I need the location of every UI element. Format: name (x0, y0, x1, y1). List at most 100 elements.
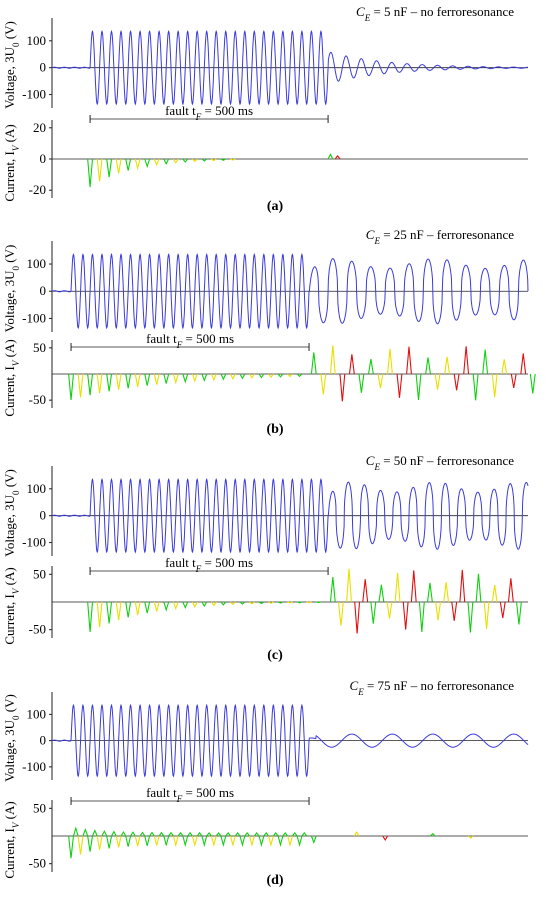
current-spike (210, 835, 217, 848)
current-axis-label-part: Current, I (2, 151, 17, 202)
fault-duration-label: fault tF = 500 ms (165, 103, 253, 122)
current-spike (258, 373, 265, 379)
current-spike (125, 601, 132, 618)
voltage-axis-label-part: (V) (2, 469, 17, 490)
current-axis-label-part: (A) (2, 339, 17, 360)
current-spike (72, 826, 79, 837)
current-spike (229, 373, 236, 380)
fault-duration-label: fault tF = 500 ms (146, 331, 234, 350)
panel-title-part: E (357, 687, 364, 697)
current-spike (115, 373, 122, 390)
current-spike (125, 373, 132, 389)
current-tick-label: 0 (40, 151, 47, 166)
current-spike (268, 835, 274, 847)
current-spike (258, 601, 265, 605)
current-spike (435, 601, 441, 621)
current-spike (192, 158, 198, 163)
voltage-tick-label: -100 (22, 87, 46, 102)
current-spike (499, 601, 506, 619)
voltage-tick-label: 100 (27, 481, 47, 496)
current-spike (172, 373, 179, 385)
voltage-tick-label: 0 (40, 283, 47, 298)
current-spike (463, 346, 470, 375)
panel-title-part: C (366, 227, 375, 242)
current-spike (115, 158, 122, 174)
current-spike (91, 829, 98, 837)
fault-duration-label-part: fault t (165, 555, 196, 570)
voltage-tick-label: -100 (22, 759, 46, 774)
current-spike (153, 158, 160, 167)
current-spike (467, 601, 474, 633)
current-spike (158, 831, 165, 837)
current-axis-label: Current, IV (A) (2, 567, 21, 644)
panel-c: CE = 50 nF – ferroresonance 100 0 -100 50 -50… (2, 453, 529, 663)
current-spike (101, 829, 108, 837)
current-spike (177, 831, 184, 837)
current-spike (182, 158, 189, 163)
current-axis-label-part: (A) (2, 567, 17, 588)
current-spike (253, 831, 260, 837)
current-spike (378, 584, 385, 603)
current-spike (491, 373, 498, 398)
current-spike (168, 831, 174, 837)
current-spike (210, 601, 217, 607)
current-spike (115, 835, 122, 848)
current-spike (153, 835, 160, 846)
fault-duration-label-part: = 500 ms (182, 785, 234, 800)
current-spike (106, 158, 113, 178)
fault-duration-label: fault tF = 500 ms (165, 555, 253, 574)
current-spike (106, 601, 113, 624)
current-spike (483, 601, 490, 629)
current-spike (249, 601, 255, 605)
current-spike (172, 601, 179, 611)
current-spike (443, 582, 450, 603)
voltage-tick-label: 0 (40, 60, 47, 75)
current-spike (201, 601, 208, 608)
current-tick-label: -20 (29, 182, 46, 197)
current-tick-label: 50 (33, 340, 46, 355)
current-spike (106, 373, 113, 392)
panel-title: CE = 50 nF – ferroresonance (366, 453, 514, 472)
current-axis-label-part: Current, I (2, 366, 17, 417)
current-spike (415, 373, 422, 401)
current-spike (153, 373, 160, 385)
current-spike (444, 356, 451, 375)
panel-title-part: = 5 nF – no ferroresonance (370, 4, 514, 19)
current-spike (201, 373, 208, 382)
current-tick-label: 50 (33, 566, 46, 581)
voltage-series-3U0 (51, 477, 529, 554)
current-spike (306, 601, 312, 604)
current-spike (234, 831, 241, 837)
current-spike (144, 158, 151, 169)
current-spike (310, 835, 317, 845)
panel-title: CE = 5 nF – no ferroresonance (356, 4, 514, 23)
current-spike (172, 835, 179, 848)
current-spike (277, 835, 284, 847)
current-axis-label-part: V (11, 144, 21, 151)
panel-title-part: C (356, 4, 365, 19)
current-spike (291, 831, 298, 837)
panel-title-part: E (364, 13, 371, 23)
voltage-tick-label: 100 (27, 256, 47, 271)
current-spike (320, 373, 327, 395)
current-spike (507, 578, 514, 603)
current-spike (296, 601, 303, 604)
current-spike (358, 373, 365, 393)
current-spike (529, 373, 536, 394)
current-spike (316, 601, 322, 604)
voltage-axis-label: Voltage, 3U0 (V) (2, 21, 21, 109)
current-spike (272, 831, 279, 837)
current-spike (215, 831, 222, 837)
voltage-series-3U0 (51, 252, 529, 330)
current-spike (367, 358, 374, 375)
current-axis-label: Current, IV (A) (2, 801, 21, 878)
fault-duration-label-part: F (176, 340, 183, 350)
current-spike (144, 601, 151, 614)
current-spike (96, 835, 103, 850)
current-spike (229, 835, 236, 848)
current-spike (96, 601, 103, 628)
fault-duration-label-part: fault t (146, 785, 177, 800)
current-spike (68, 835, 74, 859)
current-spike (396, 373, 403, 398)
